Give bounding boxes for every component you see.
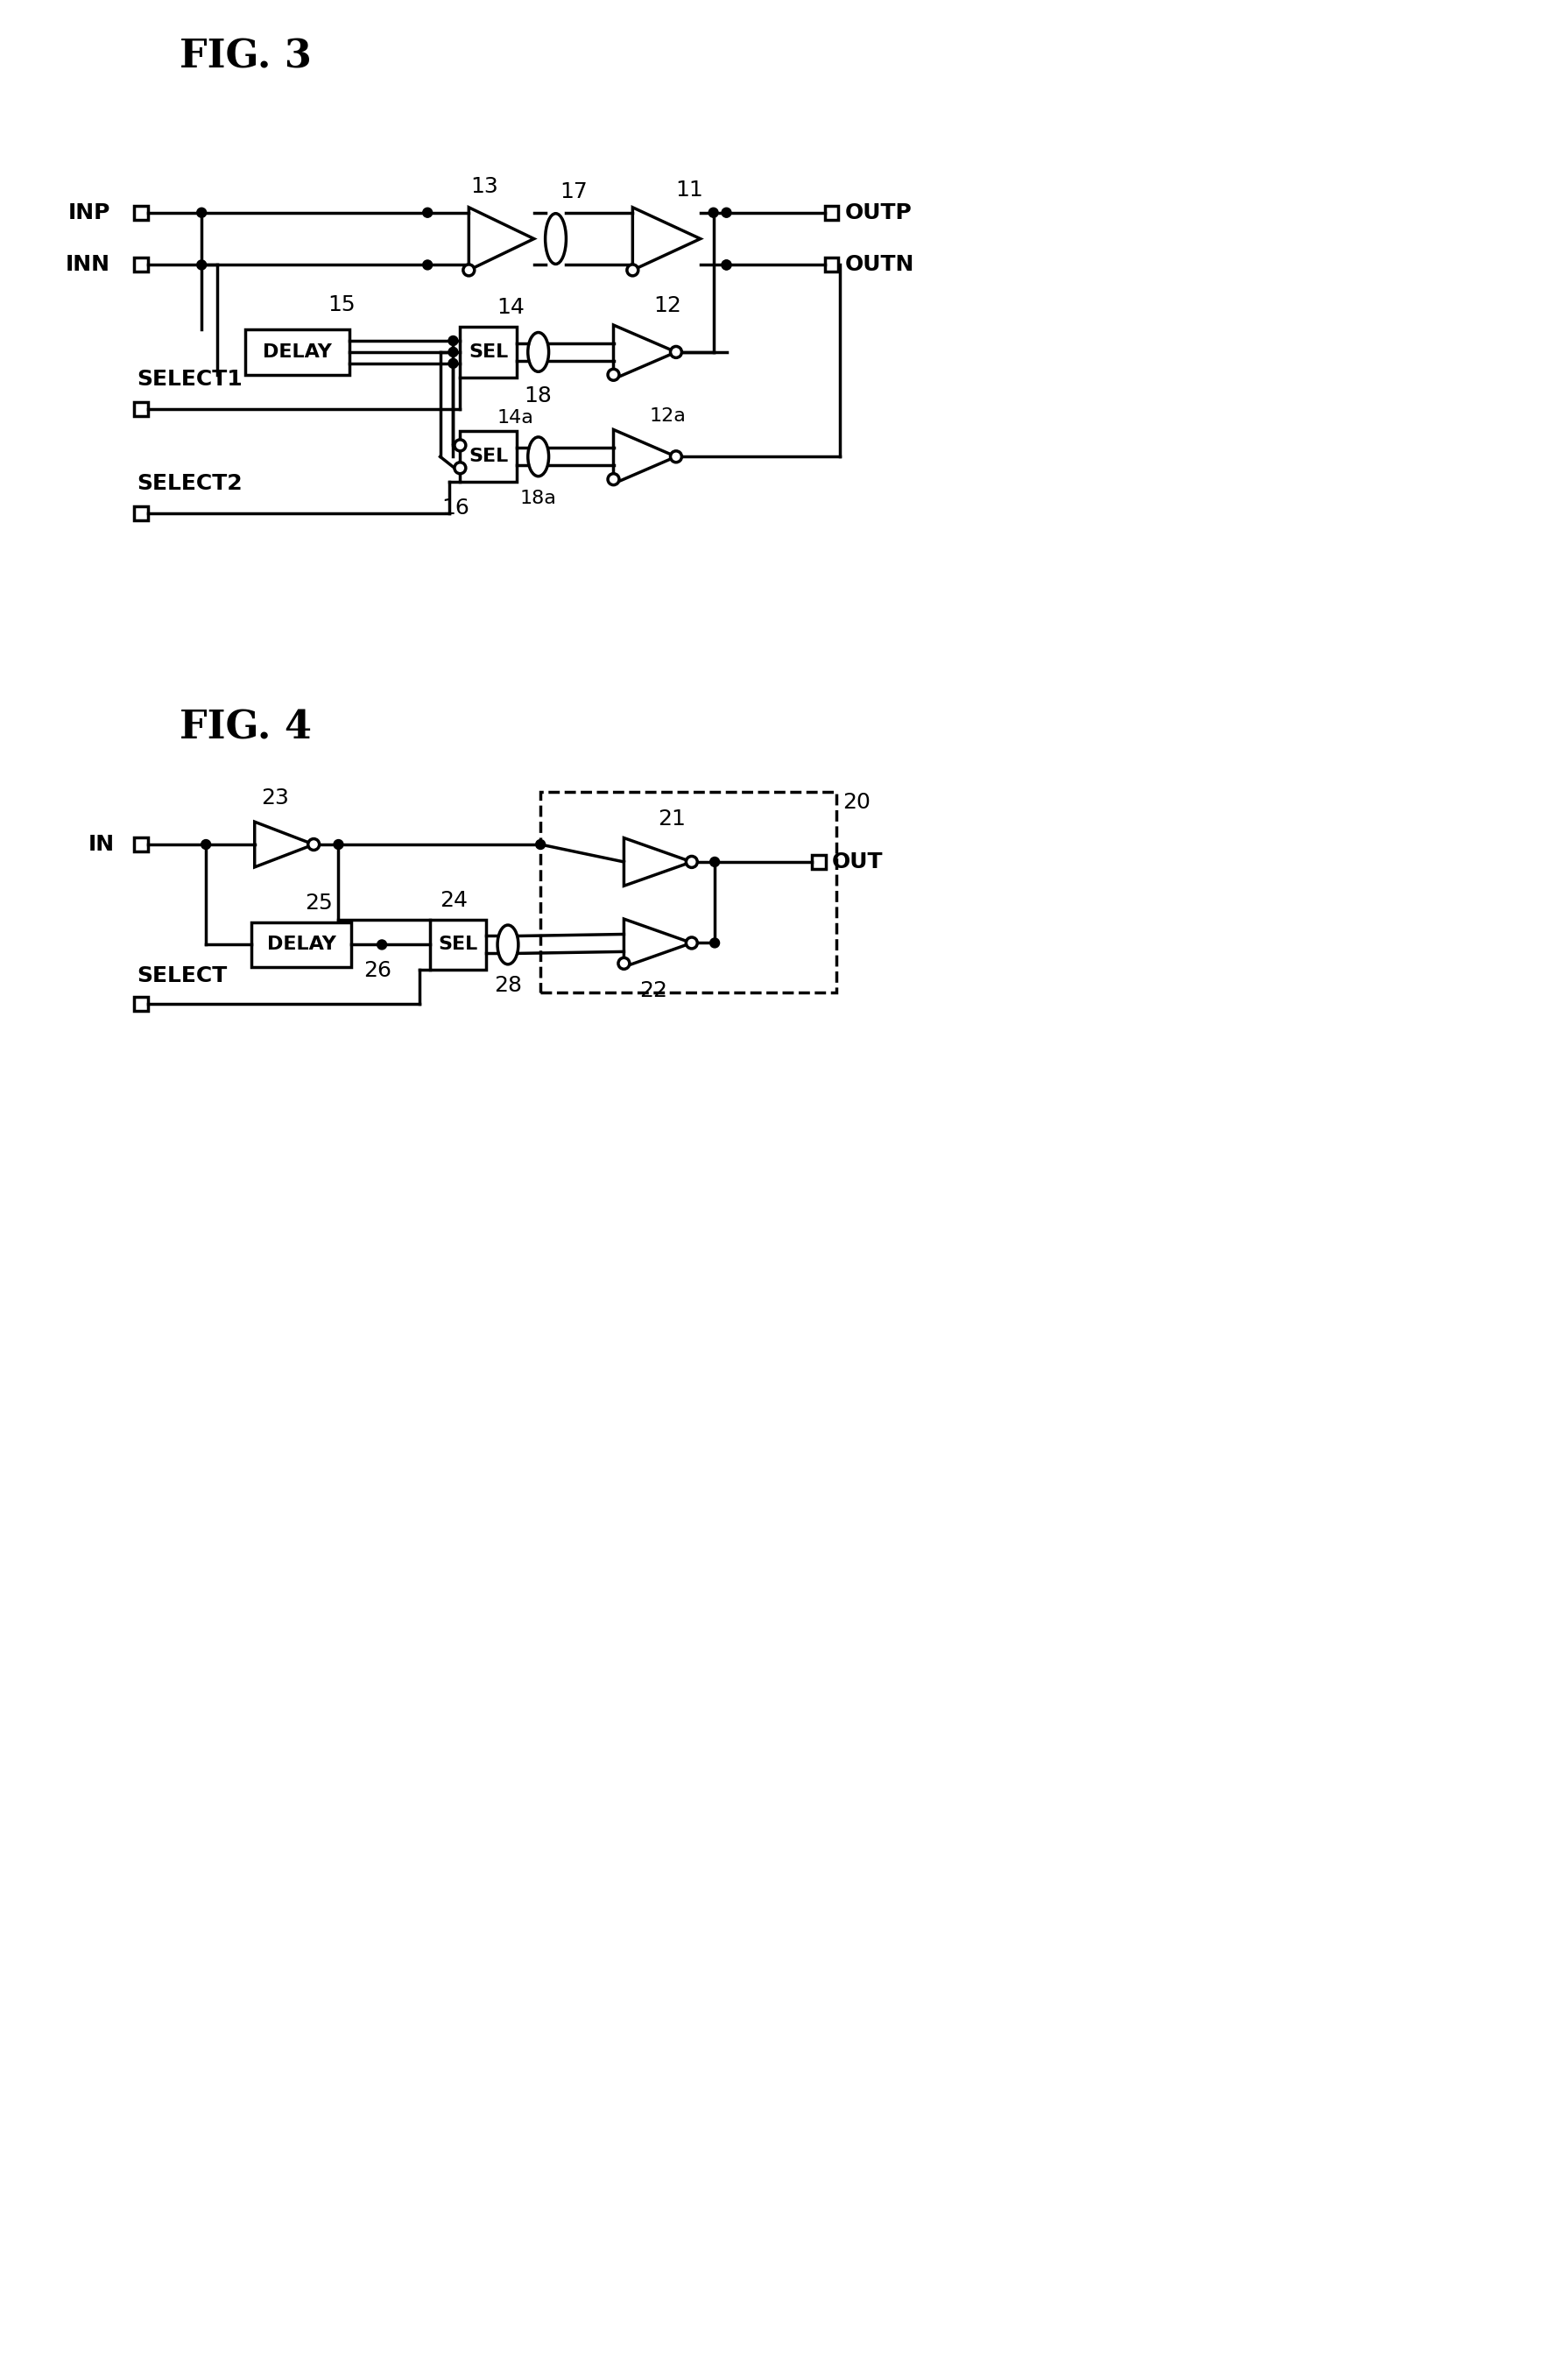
Text: 23: 23	[261, 788, 290, 809]
Text: 28: 28	[495, 976, 521, 997]
Circle shape	[670, 347, 682, 357]
Circle shape	[685, 938, 698, 950]
Circle shape	[197, 207, 207, 217]
Circle shape	[711, 857, 720, 866]
Text: 24: 24	[440, 890, 468, 912]
Text: FIG. 3: FIG. 3	[180, 38, 311, 76]
Text: 16: 16	[441, 497, 470, 519]
Text: IN: IN	[88, 833, 114, 854]
Text: SEL: SEL	[438, 935, 477, 954]
Circle shape	[377, 940, 387, 950]
Circle shape	[607, 474, 620, 486]
Text: 26: 26	[363, 962, 391, 981]
Text: 12: 12	[654, 295, 681, 317]
Text: SEL: SEL	[468, 447, 509, 466]
Text: 11: 11	[675, 178, 703, 200]
Circle shape	[535, 840, 545, 850]
Text: 17: 17	[560, 181, 588, 202]
Text: 15: 15	[327, 295, 355, 317]
Circle shape	[721, 259, 731, 269]
Text: OUTP: OUTP	[845, 202, 912, 224]
Circle shape	[711, 938, 720, 947]
Circle shape	[423, 207, 432, 217]
Text: 18: 18	[524, 386, 552, 407]
Circle shape	[333, 840, 343, 850]
Circle shape	[308, 838, 319, 850]
Text: OUTN: OUTN	[845, 255, 914, 276]
Text: SELECT1: SELECT1	[136, 369, 243, 390]
Circle shape	[454, 440, 466, 450]
Text: 13: 13	[470, 176, 498, 198]
Text: SELECT2: SELECT2	[136, 474, 243, 495]
Text: DELAY: DELAY	[263, 343, 332, 362]
Text: SELECT: SELECT	[136, 966, 227, 985]
Circle shape	[709, 207, 718, 217]
Text: 25: 25	[305, 892, 333, 914]
Text: 14: 14	[498, 298, 524, 319]
Circle shape	[628, 264, 639, 276]
Circle shape	[449, 336, 459, 345]
Circle shape	[685, 857, 698, 869]
Circle shape	[670, 450, 682, 462]
Text: 18a: 18a	[520, 490, 557, 507]
Circle shape	[721, 207, 731, 217]
Text: 21: 21	[657, 809, 685, 828]
Circle shape	[423, 259, 432, 269]
Circle shape	[454, 462, 466, 474]
Circle shape	[449, 359, 459, 369]
Circle shape	[449, 347, 459, 357]
Text: INP: INP	[67, 202, 111, 224]
Circle shape	[197, 259, 207, 269]
Text: DELAY: DELAY	[268, 935, 336, 954]
Text: 20: 20	[844, 793, 870, 814]
Text: 12a: 12a	[649, 407, 685, 426]
Text: 14a: 14a	[498, 409, 534, 426]
Circle shape	[463, 264, 474, 276]
Text: OUT: OUT	[831, 852, 883, 873]
Circle shape	[202, 840, 211, 850]
Text: 22: 22	[640, 981, 667, 1002]
Text: FIG. 4: FIG. 4	[180, 709, 311, 747]
Circle shape	[618, 957, 629, 969]
Text: SEL: SEL	[468, 343, 509, 362]
Circle shape	[607, 369, 620, 381]
Text: INN: INN	[66, 255, 111, 276]
Circle shape	[721, 259, 731, 269]
